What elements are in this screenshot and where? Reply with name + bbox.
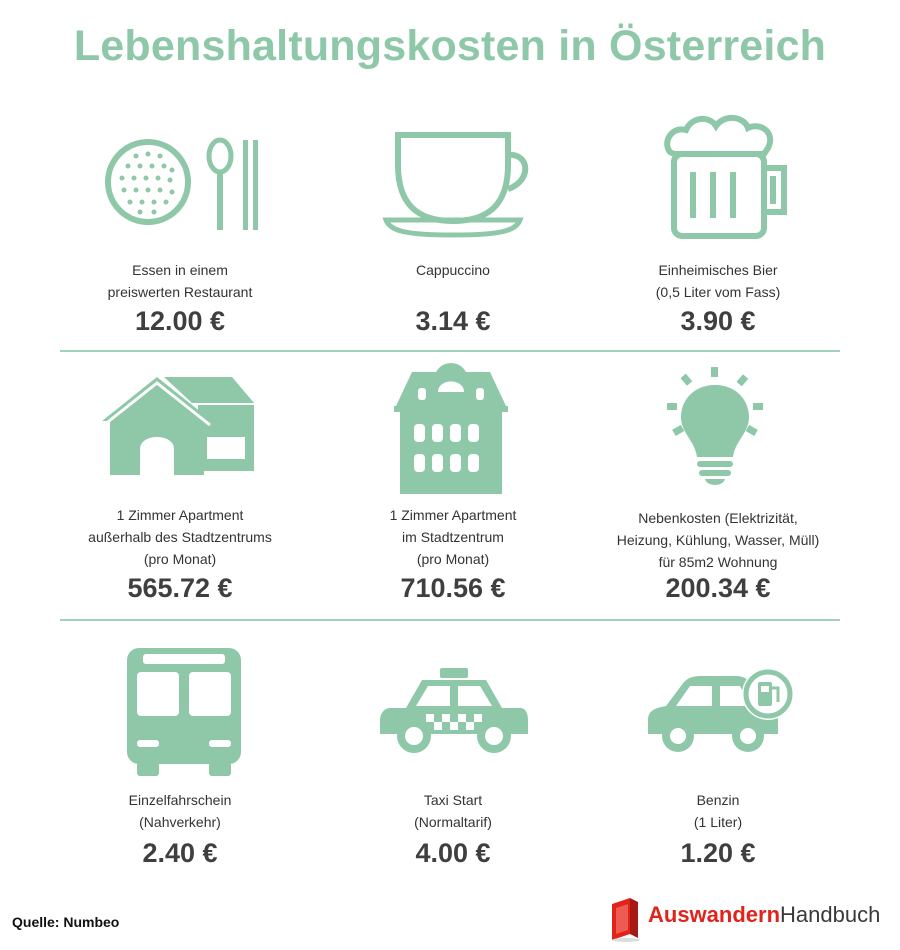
row-divider [60,350,840,352]
item-price: 2.40 € [142,838,218,868]
apartment-building-icon [392,362,510,497]
item-label: Taxi Start (Normaltarif) [414,792,492,830]
bus-icon [125,648,243,776]
item-price: 12.00 € [134,306,226,336]
item-label: 1 Zimmer Apartment im Stadtzentrum (pro Mo… [389,507,517,567]
car-fuel-icon [644,664,798,760]
source-note: Quelle: Numbeo [12,914,120,930]
item-price: 3.90 € [680,306,756,336]
item-label: Nebenkosten (Elektrizität, Heizung, Kühlu… [616,510,820,570]
item-label: Einheimisches Bier (0,5 Liter vom Fass) [655,262,781,300]
item-price: 565.72 € [127,573,233,603]
light-bulb-icon [665,365,765,490]
item-price: 4.00 € [415,838,491,868]
page-title: Lebenshaltungskosten in Österreich [73,22,827,70]
item-label: Cappuccino [416,262,490,278]
taxi-icon [378,668,530,756]
beer-mug-icon [660,112,795,242]
logo-text: AuswandernHandbuch [648,902,881,927]
item-label: Benzin (1 Liter) [693,792,743,830]
row-divider [60,619,840,621]
item-label: 1 Zimmer Apartment außerhalb des Stadtzen… [88,507,272,567]
brand-logo: AuswandernHandbuch [608,896,898,944]
coffee-cup-icon [380,125,540,240]
item-label: Einzelfahrschein (Nahverkehr) [128,792,232,830]
item-price: 3.14 € [415,306,491,336]
house-icon [102,375,257,475]
book-icon [612,898,640,942]
item-price: 1.20 € [680,838,756,868]
restaurant-plate-icon [100,130,270,240]
item-price: 710.56 € [400,573,506,603]
item-price: 200.34 € [665,573,771,603]
item-label: Essen in einem preiswerten Restaurant [107,262,253,300]
